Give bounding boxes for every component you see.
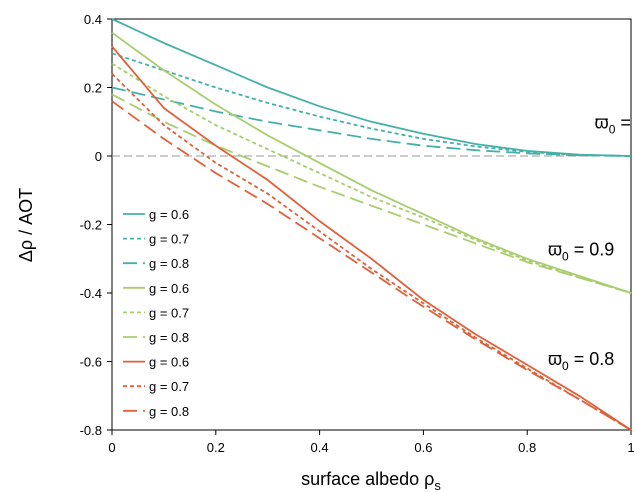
legend-label: g = 0.6 xyxy=(149,355,189,370)
legend-label: g = 0.7 xyxy=(149,379,189,394)
x-tick-label: 0.8 xyxy=(518,440,536,455)
legend-label: g = 0.6 xyxy=(149,207,189,222)
legend-label: g = 0.8 xyxy=(149,256,189,271)
y-axis: -0.8 -0.6 -0.4 -0.2 0 0.2 0.4 xyxy=(80,12,112,438)
x-tick-label: 0.4 xyxy=(311,440,329,455)
legend-label: g = 0.7 xyxy=(149,305,189,320)
x-axis-title: surface albedo ρs xyxy=(301,469,441,492)
annotation-1: ϖ0 = 1 xyxy=(595,113,635,137)
x-axis-title-sub: s xyxy=(434,478,441,492)
legend-label: g = 0.7 xyxy=(149,232,189,247)
x-tick-label: 0.2 xyxy=(207,440,225,455)
x-tick-label: 0.6 xyxy=(414,440,432,455)
x-tick-label: 0 xyxy=(108,440,115,455)
legend: g = 0.6 g = 0.7 g = 0.8 g = 0.6 g = 0.7 g = 0… xyxy=(123,207,189,419)
y-tick-label: 0 xyxy=(95,149,102,164)
legend-label: g = 0.8 xyxy=(149,330,189,345)
x-axis-title-main: surface albedo ρ xyxy=(301,469,434,489)
y-tick-label: 0.4 xyxy=(84,12,102,27)
series-line-6 xyxy=(111,93,632,294)
annotations: ϖ0 = 1 ϖ0 = 0.9 ϖ0 = 0.8 xyxy=(548,113,635,373)
x-axis: 0 0.2 0.4 0.6 0.8 1 xyxy=(108,430,635,455)
series-group xyxy=(111,18,632,431)
y-tick-label: -0.6 xyxy=(80,355,102,370)
series-line-9 xyxy=(111,100,632,431)
series-line-5 xyxy=(111,62,632,294)
series-line-1 xyxy=(111,18,632,157)
series-line-8 xyxy=(111,73,632,431)
annotation-3: ϖ0 = 0.8 xyxy=(548,349,614,373)
annotation-2: ϖ0 = 0.9 xyxy=(548,239,614,263)
y-tick-label: -0.4 xyxy=(80,286,102,301)
series-line-7 xyxy=(111,45,632,431)
series-line-4 xyxy=(111,31,632,294)
legend-label: g = 0.6 xyxy=(149,281,189,296)
series-line-2 xyxy=(111,52,632,157)
y-tick-label: -0.2 xyxy=(80,218,102,233)
y-tick-label: 0.2 xyxy=(84,81,102,96)
y-tick-label: -0.8 xyxy=(80,423,102,438)
series-line-3 xyxy=(111,86,632,157)
x-tick-label: 1 xyxy=(627,440,634,455)
legend-label: g = 0.8 xyxy=(149,404,189,419)
y-axis-title: Δρ / AOT xyxy=(16,188,36,262)
